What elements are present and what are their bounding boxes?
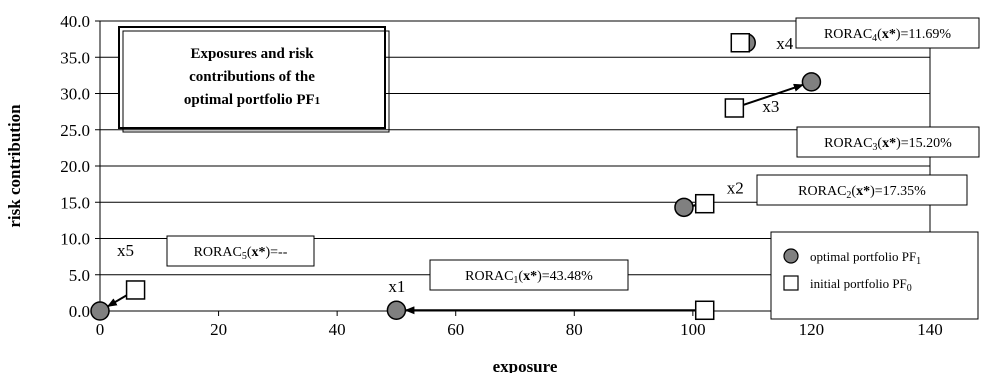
x-tick-label: 40 — [329, 320, 346, 339]
title-line: contributions of the — [189, 69, 315, 85]
y-tick-label: 25.0 — [60, 121, 90, 140]
y-tick-label: 20.0 — [60, 157, 90, 176]
rorac-subscript: 5 — [242, 251, 247, 262]
rorac-box-2 — [756, 174, 968, 206]
arrow-x5 — [106, 293, 129, 308]
optimal-point-x2 — [674, 197, 694, 218]
rorac-label-1: RORAC1(x*)=43.48% — [465, 269, 593, 286]
legend-marker-optimal — [783, 248, 799, 264]
rorac-prefix: RORAC — [798, 184, 846, 199]
point-label-x3: x3 — [762, 97, 779, 116]
title-box — [118, 26, 386, 129]
rorac-box-3 — [796, 126, 980, 158]
rorac-label-2: RORAC2(x*)=17.35% — [798, 184, 926, 201]
x-tick-label: 0 — [96, 320, 105, 339]
x-tick-label: 60 — [447, 320, 464, 339]
rorac-box-4 — [795, 17, 980, 49]
y-tick-label: 40.0 — [60, 12, 90, 31]
x-axis-label: exposure — [493, 357, 558, 373]
rorac-value: )=11.69% — [896, 27, 952, 42]
rorac-paren: ( — [877, 136, 882, 151]
title-line: Exposures and risk — [190, 46, 314, 62]
rorac-value: )=17.35% — [870, 184, 926, 199]
y-tick-label: 15.0 — [60, 193, 90, 212]
initial-point-x5 — [125, 280, 146, 300]
rorac-value: )=43.48% — [537, 269, 593, 284]
rorac-subscript: 1 — [513, 275, 518, 286]
rorac-vector: x* — [882, 27, 896, 42]
initial-point-x1 — [694, 300, 715, 321]
legend-text: initial portfolio PF — [810, 276, 907, 291]
x-tick-label: 80 — [566, 320, 583, 339]
axes: 0.05.010.015.020.025.030.035.040.00 20 40 6… — [5, 12, 943, 373]
point-label-x4: x4 — [776, 34, 794, 53]
rorac-paren: ( — [877, 27, 882, 42]
initial-point-x3 — [724, 98, 745, 118]
rorac-paren: ( — [247, 245, 252, 260]
y-axis-label: risk contribution — [5, 104, 24, 228]
title-box-shadow — [122, 30, 390, 133]
x-tick-label: 140 — [917, 320, 943, 339]
rorac-label-4: RORAC4(x*)=11.69% — [824, 27, 951, 44]
rorac-paren: ( — [518, 269, 523, 284]
title-text: optimal portfolio PF — [184, 92, 315, 108]
legend-subscript: 1 — [916, 256, 921, 267]
rorac-label-3: RORAC3(x*)=15.20% — [824, 136, 952, 153]
rorac-subscript: 4 — [872, 33, 877, 44]
rorac-prefix: RORAC — [824, 136, 872, 151]
annotations: RORAC1(x*)=43.48%RORAC2(x*)=17.35%RORAC3… — [166, 17, 980, 291]
x-tick-label: 20 — [210, 320, 227, 339]
data-points — [90, 33, 822, 321]
legend-text: optimal portfolio PF — [810, 249, 916, 264]
rorac-vector: x* — [252, 245, 266, 260]
rorac-paren: ( — [851, 184, 856, 199]
rorac-prefix: RORAC — [194, 245, 242, 260]
optimal-point-x1 — [386, 300, 407, 321]
rorac-box-5 — [166, 235, 315, 267]
legend-marker-initial — [783, 275, 799, 291]
rorac-label-5: RORAC5(x*)=-- — [194, 245, 288, 262]
point-label-x1: x1 — [388, 277, 405, 296]
arrow-x3 — [742, 83, 804, 107]
point-label-x2: x2 — [727, 179, 744, 198]
legend-subscript: 0 — [907, 283, 912, 294]
initial-point-x2 — [694, 193, 715, 214]
optimal-point-x5 — [90, 301, 110, 321]
rorac-prefix: RORAC — [465, 269, 513, 284]
rorac-prefix: RORAC — [824, 27, 872, 42]
optimal-point-x3 — [801, 72, 822, 92]
x-tick-label: 120 — [799, 320, 825, 339]
y-tick-label: 0.0 — [69, 302, 90, 321]
y-tick-label: 35.0 — [60, 48, 90, 67]
rorac-box-1 — [429, 259, 629, 291]
rorac-vector: x* — [856, 184, 870, 199]
title-subscript: 1 — [315, 95, 321, 107]
initial-point-x4 — [730, 33, 751, 53]
rorac-vector: x* — [523, 269, 537, 284]
legend: optimal portfolio PF1 initial portfolio P… — [770, 231, 979, 320]
y-tick-label: 5.0 — [69, 266, 90, 285]
rorac-value: )=15.20% — [896, 136, 952, 151]
y-tick-label: 10.0 — [60, 230, 90, 249]
chart-title: Exposures and risk contributions of the op… — [118, 26, 390, 133]
y-tick-label: 30.0 — [60, 85, 90, 104]
legend-label: initial portfolio PF0 — [810, 276, 912, 294]
title-line: optimal portfolio PF1 — [184, 92, 320, 108]
point-label-x5: x5 — [117, 241, 134, 260]
point-labels: x1 x2 x3 x4 x5 — [117, 34, 794, 296]
legend-label: optimal portfolio PF1 — [810, 249, 921, 267]
legend-box — [770, 231, 979, 320]
rorac-vector: x* — [882, 136, 896, 151]
x-tick-label: 100 — [680, 320, 706, 339]
rorac-subscript: 3 — [872, 142, 877, 153]
rorac-subscript: 2 — [846, 190, 851, 201]
rorac-value: )=-- — [266, 245, 288, 260]
